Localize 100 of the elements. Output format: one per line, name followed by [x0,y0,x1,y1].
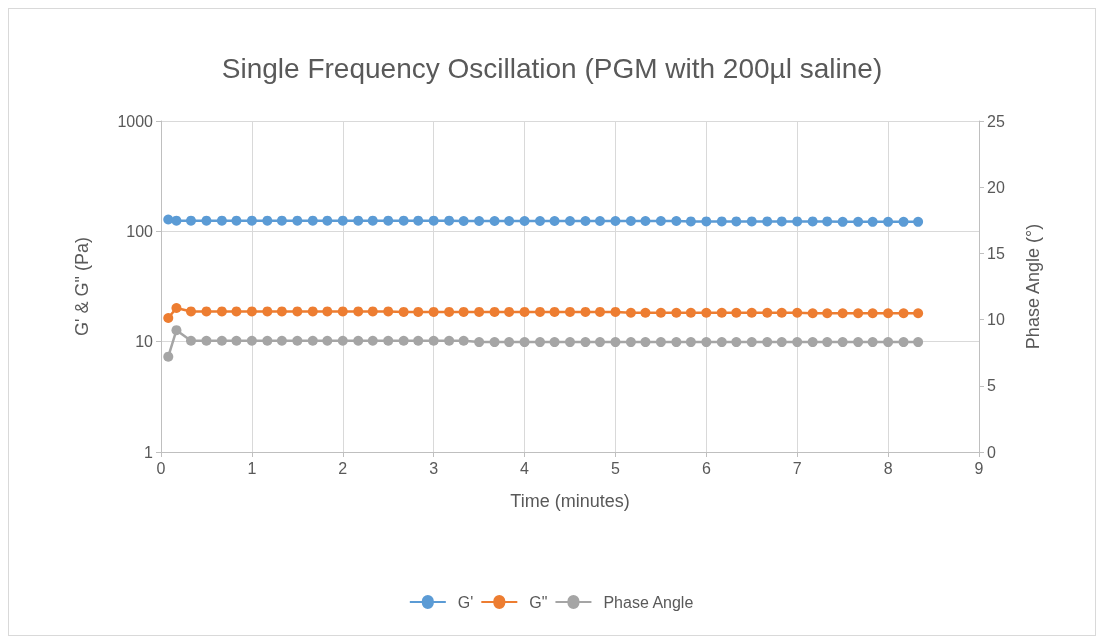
point [640,216,651,227]
x-tick-label: 6 [701,459,711,477]
point [625,307,636,318]
x-tick-label: 0 [156,459,166,477]
point [246,215,257,226]
point [413,215,424,226]
point [171,302,182,313]
point [625,216,636,227]
point [322,306,333,317]
point [716,307,727,318]
point [428,215,439,226]
point [504,216,515,227]
point [595,216,605,227]
point [519,306,530,317]
x-tick-label: 7 [792,459,802,477]
y2-tick-label: 25 [987,112,1005,130]
point [762,216,773,227]
point [655,307,666,318]
point [216,306,227,317]
point [776,216,787,227]
point [216,215,227,226]
point [746,307,757,318]
point [822,216,833,227]
point [367,306,378,317]
point [898,216,909,227]
point [367,215,378,226]
point [580,306,591,317]
point [822,308,833,319]
x-tick-label: 1 [247,459,257,477]
legend-label: G' [457,593,474,611]
point [519,216,530,227]
y-tick-label: 10 [135,333,154,351]
point [671,216,682,227]
point [504,306,515,317]
point [913,216,924,227]
chart-title: Single Frequency Oscillation (PGM with 200µl saline) [221,52,883,84]
point [231,306,242,317]
point [337,306,348,317]
point [262,215,273,226]
point [640,307,651,318]
point [413,306,424,317]
point [474,306,485,317]
point [595,306,605,317]
point [428,306,439,317]
point [201,306,212,317]
x-axis-title: Time (minutes) [510,491,630,511]
point [853,216,864,227]
point [353,306,364,317]
point [398,215,409,226]
point [913,308,924,319]
x-tick-label: 9 [974,459,984,477]
point [883,308,894,319]
point [398,306,409,317]
y2-tick-label: 5 [987,377,996,395]
x-tick-label: 4 [520,459,530,477]
point [701,216,712,227]
y2-tick-label: 15 [987,244,1005,262]
legend-label: Phase Angle [603,593,694,611]
point [731,307,742,318]
y2-axis-title: Phase Angle (°) [1023,223,1043,350]
point [867,216,878,227]
point [792,307,803,318]
point [489,216,500,227]
point [610,306,621,317]
point [746,216,757,227]
point [549,306,560,317]
point [353,215,364,226]
y-tick-label: 100 [126,222,154,240]
point [807,216,818,227]
point [837,308,848,319]
point [163,214,174,225]
point [685,216,696,227]
y-tick-label: 1 [144,443,154,461]
point [671,307,682,318]
point [580,216,591,227]
point [489,306,500,317]
point [731,216,742,227]
x-tick-label: 2 [338,459,348,477]
point [186,306,196,317]
point [307,215,318,226]
y-axis-title: G' & G" (Pa) [72,237,92,336]
legend-label: G" [529,593,548,611]
point [549,216,560,227]
point [716,216,727,227]
point [444,306,455,317]
point [171,215,182,226]
point [701,307,712,318]
point [337,215,348,226]
point [186,215,196,226]
point [262,306,273,317]
point [276,215,287,226]
point [776,307,787,318]
point [853,308,864,319]
point [383,306,394,317]
y2-tick-label: 20 [987,178,1005,196]
point [762,307,773,318]
point [276,306,287,317]
point [792,216,803,227]
point [474,216,485,227]
point [883,216,894,227]
